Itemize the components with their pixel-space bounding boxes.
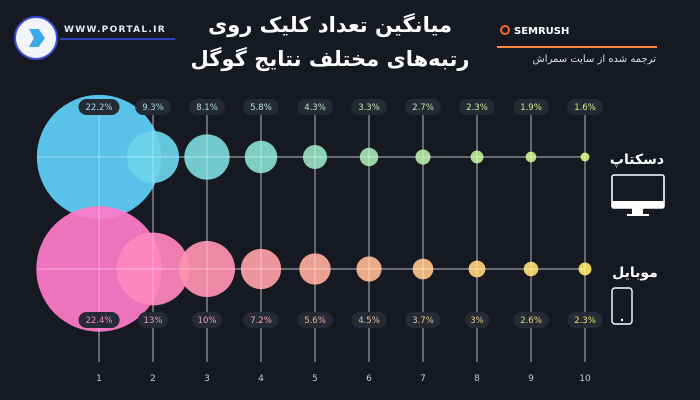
data-label: 1.6% <box>567 99 603 115</box>
data-label-pill <box>137 312 169 328</box>
page-title: میانگین تعداد کلیک روی رتبه‌های مختلف نت… <box>190 8 470 76</box>
data-label: 8.1% <box>189 99 225 115</box>
data-label: 5.6% <box>297 312 333 328</box>
data-label-text: 7.2% <box>250 316 272 326</box>
x-tick-label: 4 <box>258 374 264 384</box>
series-label-desktop: دسکتاپ <box>610 152 664 168</box>
data-label-text: 13% <box>144 316 163 326</box>
data-label-pill <box>567 99 603 115</box>
divider <box>60 38 175 40</box>
data-label-text: 2.6% <box>520 316 542 326</box>
phone-button <box>620 318 624 322</box>
data-label-text: 9.3% <box>142 103 164 113</box>
x-tick-label: 2 <box>150 374 156 384</box>
data-label: 3.3% <box>351 99 387 115</box>
divider <box>497 46 657 48</box>
translated-note: ترجمه شده از سایت سمراش <box>532 54 656 65</box>
x-tick-label: 1 <box>96 374 102 384</box>
mobile-phone-icon <box>611 287 633 325</box>
data-label-pill <box>405 99 441 115</box>
semrush-flame-icon <box>500 25 510 35</box>
title-line-2: رتبه‌های مختلف نتایج گوگل <box>190 47 470 71</box>
x-tick-label: 8 <box>474 374 480 384</box>
data-label-pill <box>243 99 279 115</box>
data-label-text: 8.1% <box>196 103 218 113</box>
data-label-pill <box>459 99 495 115</box>
data-label: 3.7% <box>405 312 441 328</box>
title-line-1: میانگین تعداد کلیک روی <box>207 13 453 37</box>
data-label-pill <box>464 312 490 328</box>
data-label-pill <box>189 99 225 115</box>
data-label-text: 3.3% <box>358 103 380 113</box>
data-label-text: 3.7% <box>412 316 434 326</box>
data-label-text: 5.6% <box>304 316 326 326</box>
data-label: 22.4% <box>78 312 120 328</box>
series-label-mobile: موبایل <box>612 265 658 281</box>
data-label-text: 22.2% <box>85 103 112 113</box>
data-label-pill <box>243 312 279 328</box>
data-label-pill <box>513 99 549 115</box>
data-label-text: 5.8% <box>250 103 272 113</box>
data-label: 4.3% <box>297 99 333 115</box>
data-label: 9.3% <box>135 99 171 115</box>
data-label-pill <box>78 312 120 328</box>
x-tick-label: 5 <box>312 374 318 384</box>
data-label-pill <box>297 99 333 115</box>
portal-logo <box>14 16 58 60</box>
brand-name: SEMRUSH <box>514 26 570 37</box>
data-label-text: 4.3% <box>304 103 326 113</box>
data-label: 4.5% <box>351 312 387 328</box>
x-tick-label: 3 <box>204 374 210 384</box>
data-label-text: 2.7% <box>412 103 434 113</box>
data-label-pill <box>405 312 441 328</box>
data-label: 2.7% <box>405 99 441 115</box>
data-label: 2.3% <box>567 312 603 328</box>
data-label-text: 2.3% <box>466 103 488 113</box>
data-label-text: 3% <box>470 316 484 326</box>
data-label-pill <box>297 312 333 328</box>
data-label-text: 10% <box>198 316 217 326</box>
site-url: WWW.PORTAL.IR <box>64 25 166 35</box>
data-label-pill <box>351 99 387 115</box>
data-label-text: 1.6% <box>574 103 596 113</box>
monitor-stand <box>627 214 649 216</box>
monitor-chin <box>612 201 664 208</box>
data-label: 13% <box>137 312 169 328</box>
data-label-pill <box>513 312 549 328</box>
phone-body <box>611 287 633 325</box>
data-label: 2.6% <box>513 312 549 328</box>
data-label: 5.8% <box>243 99 279 115</box>
data-label-pill <box>351 312 387 328</box>
data-label: 22.2% <box>78 99 120 115</box>
x-tick-label: 9 <box>528 374 534 384</box>
data-label-text: 2.3% <box>574 316 596 326</box>
data-label: 10% <box>191 312 223 328</box>
monitor-neck <box>632 208 643 214</box>
data-label-pill <box>567 312 603 328</box>
data-label-pill <box>78 99 120 115</box>
desktop-monitor-icon <box>611 174 665 216</box>
data-label-pill <box>191 312 223 328</box>
semrush-logo: SEMRUSH <box>500 25 569 37</box>
data-label-text: 4.5% <box>358 316 380 326</box>
data-label: 3% <box>464 312 490 328</box>
x-tick-label: 6 <box>366 374 372 384</box>
data-label-text: 22.4% <box>85 316 112 326</box>
data-label-pill <box>135 99 171 115</box>
data-label: 7.2% <box>243 312 279 328</box>
x-tick-label: 10 <box>579 374 591 384</box>
data-label: 1.9% <box>513 99 549 115</box>
data-label-text: 1.9% <box>520 103 542 113</box>
data-label: 2.3% <box>459 99 495 115</box>
x-tick-label: 7 <box>420 374 426 384</box>
